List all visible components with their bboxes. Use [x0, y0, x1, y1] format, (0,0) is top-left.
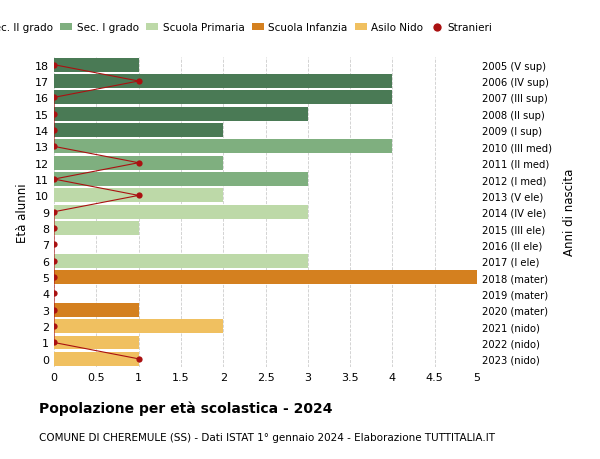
Bar: [54, 205, 308, 219]
Bar: [54, 271, 477, 285]
Legend: Sec. II grado, Sec. I grado, Scuola Primaria, Scuola Infanzia, Asilo Nido, Stran: Sec. II grado, Sec. I grado, Scuola Prim…: [0, 19, 496, 38]
Bar: [54, 319, 223, 333]
Bar: [54, 124, 223, 138]
Bar: [54, 336, 139, 350]
Bar: [54, 173, 308, 187]
Bar: [54, 59, 139, 73]
Text: Popolazione per età scolastica - 2024: Popolazione per età scolastica - 2024: [39, 401, 332, 415]
Bar: [54, 303, 139, 317]
Bar: [54, 352, 139, 366]
Bar: [54, 189, 223, 203]
Bar: [54, 222, 139, 235]
Text: COMUNE DI CHEREMULE (SS) - Dati ISTAT 1° gennaio 2024 - Elaborazione TUTTITALIA.: COMUNE DI CHEREMULE (SS) - Dati ISTAT 1°…: [39, 431, 495, 442]
Bar: [54, 107, 308, 121]
Y-axis label: Età alunni: Età alunni: [16, 183, 29, 242]
Bar: [54, 75, 392, 89]
Bar: [54, 254, 308, 268]
Y-axis label: Anni di nascita: Anni di nascita: [563, 169, 576, 256]
Bar: [54, 157, 223, 170]
Bar: [54, 91, 392, 105]
Bar: [54, 140, 392, 154]
